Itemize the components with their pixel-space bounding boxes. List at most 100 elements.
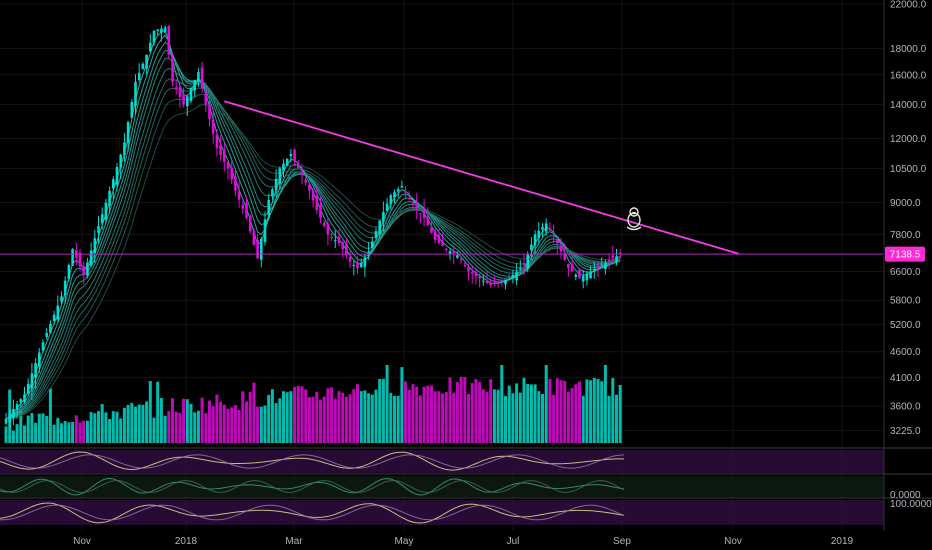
volume-bar <box>537 391 541 443</box>
candle-body <box>123 142 126 156</box>
candle-body <box>38 352 41 367</box>
time-tick-label: 2018 <box>175 536 198 547</box>
candle-body <box>385 203 389 211</box>
candle-body <box>422 208 426 218</box>
volume-bar <box>152 417 156 443</box>
penguin-icon[interactable] <box>626 207 642 231</box>
volume-bar <box>500 365 504 443</box>
indicator-panel <box>0 476 884 497</box>
candle-body <box>182 94 185 105</box>
volume-bar <box>603 365 607 443</box>
volume-bar <box>522 377 526 443</box>
volume-bar <box>452 392 456 443</box>
candle-body <box>100 214 104 224</box>
candle-body <box>297 164 300 168</box>
volume-bar <box>470 383 474 443</box>
volume-bar <box>19 410 23 443</box>
volume-bar <box>607 395 611 443</box>
candle-body <box>578 269 581 279</box>
candle-body <box>137 72 141 81</box>
candle-body <box>400 185 404 188</box>
volume-bar <box>563 380 567 443</box>
candle-body <box>348 257 352 262</box>
volume-bar <box>352 389 356 443</box>
price-tick-label: 12000.0 <box>890 134 927 145</box>
candle-body <box>459 259 463 261</box>
candle-body <box>108 190 111 206</box>
volume-bar <box>418 395 422 443</box>
volume-bar <box>467 393 470 443</box>
volume-bar <box>278 398 282 443</box>
volume-bar <box>485 391 489 443</box>
candle-body <box>241 204 245 209</box>
volume-bar <box>304 389 308 443</box>
time-axis: Nov 2018 Mar May Jul Sep Nov 2019 <box>0 530 932 550</box>
volume-bar <box>489 379 493 443</box>
volume-bar <box>529 384 533 443</box>
candle-body <box>237 191 241 200</box>
candle-body <box>82 266 85 275</box>
candle-body <box>245 203 248 218</box>
indicator-signal-line <box>0 480 625 493</box>
volume-bar <box>474 378 478 443</box>
volume-bar <box>374 389 378 443</box>
candle-body <box>604 262 607 270</box>
volume-bar <box>367 393 371 443</box>
price-tick-label: 6600.0 <box>890 267 921 278</box>
candle-body <box>174 87 178 90</box>
candle-body <box>278 168 282 184</box>
candle-body <box>289 153 293 157</box>
candle-body <box>152 30 156 43</box>
candle-body <box>322 222 326 227</box>
volume-bar <box>111 411 115 443</box>
candle-body <box>93 238 97 254</box>
candle-body <box>482 280 485 282</box>
candle-body <box>485 281 489 284</box>
volume-bar <box>204 413 208 443</box>
volume-bar <box>167 411 171 443</box>
ema-line <box>5 78 621 420</box>
candle-body <box>60 296 63 302</box>
volume-bar <box>67 422 71 443</box>
candle-body <box>367 252 370 255</box>
price-tick-label: 4600.0 <box>890 347 921 358</box>
candle-body <box>78 252 82 267</box>
candle-body <box>533 234 537 246</box>
volume-bar <box>245 401 248 443</box>
price-tick-label: 4100.0 <box>890 373 921 384</box>
price-tick-label: 16000.0 <box>890 70 927 81</box>
volume-bar <box>459 376 463 443</box>
candle-body <box>30 373 34 389</box>
volume-bar <box>200 397 204 443</box>
volume-bar <box>507 385 511 443</box>
candle-body <box>415 203 418 210</box>
candle-body <box>574 274 578 277</box>
candle-body <box>356 262 359 269</box>
volume-bar <box>74 415 78 443</box>
volume-bar <box>178 412 182 443</box>
candle-body <box>585 273 589 281</box>
volume-bar <box>237 410 241 443</box>
candle-body <box>34 363 37 378</box>
volume-bar <box>282 391 285 443</box>
candle-body <box>86 262 89 276</box>
volume-bar <box>285 392 289 443</box>
volume-bar <box>381 378 385 443</box>
volume-bar <box>37 413 41 443</box>
volume-bar <box>307 397 311 443</box>
resistance-trendline[interactable] <box>224 100 739 255</box>
candle-body <box>334 240 337 242</box>
volume-bar <box>589 380 593 443</box>
candle-body <box>600 264 603 266</box>
volume-bar <box>566 391 570 443</box>
volume-bar <box>555 378 559 443</box>
candle-body <box>470 271 474 274</box>
candle-body <box>570 264 574 272</box>
candle-body <box>134 81 137 106</box>
price-tick-label: 18000.0 <box>890 44 927 55</box>
candle-body <box>463 265 467 267</box>
last-price-label: 7138.5 <box>890 250 921 261</box>
volume-bar <box>548 379 552 443</box>
